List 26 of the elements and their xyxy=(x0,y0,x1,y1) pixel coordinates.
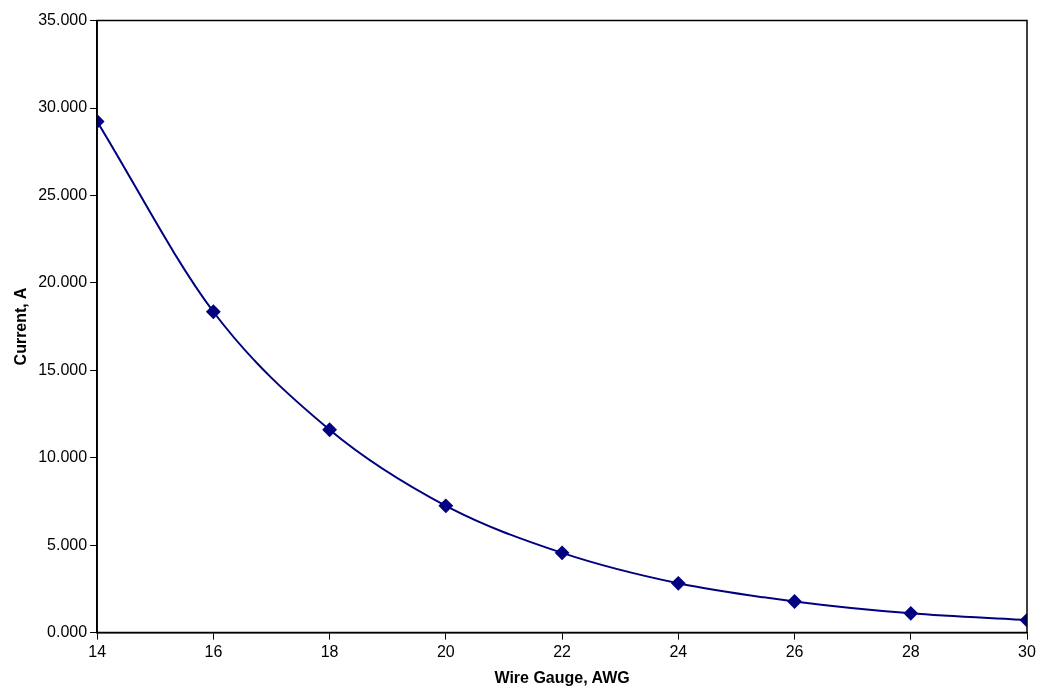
y-axis-title: Current, A xyxy=(12,287,30,366)
x-tick-label: 18 xyxy=(320,642,339,660)
y-tick-label: 15.000 xyxy=(38,360,88,378)
x-tick-label: 16 xyxy=(204,642,223,660)
y-tick-label: 30.000 xyxy=(38,98,88,116)
x-tick-label: 30 xyxy=(1018,642,1036,660)
y-tick-label: 5.000 xyxy=(47,535,88,553)
y-tick-label: 25.000 xyxy=(38,185,88,203)
x-tick-label: 26 xyxy=(785,642,804,660)
y-tick-label: 35.000 xyxy=(38,11,88,29)
point xyxy=(787,594,802,609)
point xyxy=(322,422,337,437)
x-tick-label: 24 xyxy=(669,642,688,660)
x-tick-label: 22 xyxy=(553,642,572,660)
y-tick-label: 10.000 xyxy=(38,448,88,466)
y-tick-label: 0.000 xyxy=(47,623,88,641)
point xyxy=(555,545,570,560)
point xyxy=(903,606,918,621)
x-axis-title: Wire Gauge, AWG xyxy=(494,668,630,686)
point xyxy=(438,498,453,513)
x-tick-label: 14 xyxy=(88,642,107,660)
x-tick-label: 28 xyxy=(901,642,920,660)
point xyxy=(206,304,221,319)
x-tick-label: 20 xyxy=(436,642,455,660)
y-tick-label: 20.000 xyxy=(38,273,88,291)
point xyxy=(671,576,686,591)
